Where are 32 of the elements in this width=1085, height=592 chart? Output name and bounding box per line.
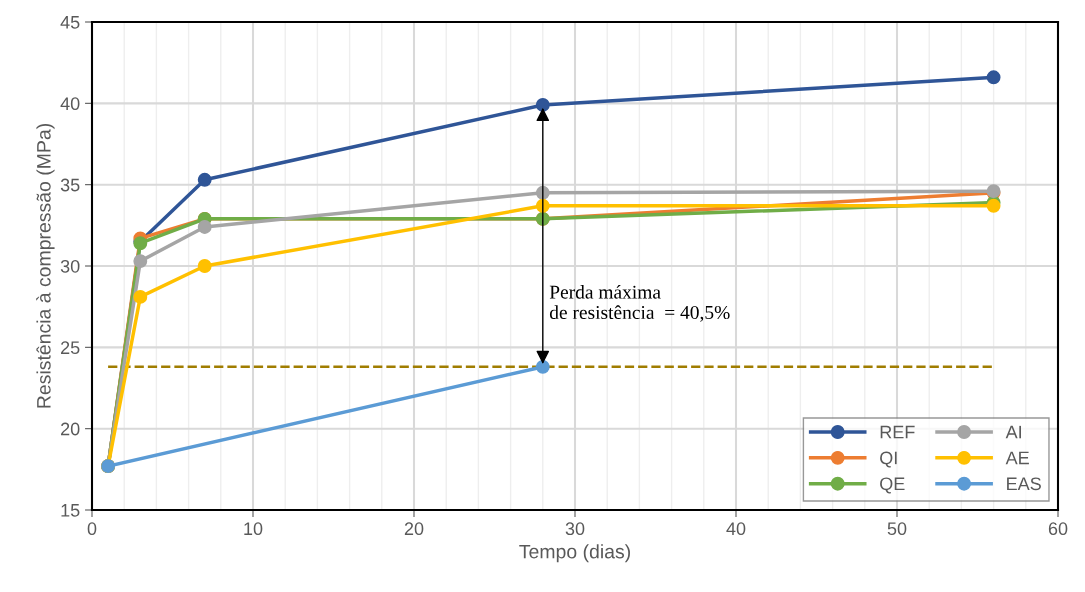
x-tick-label: 40 bbox=[726, 522, 746, 536]
annotation: Perda máxima de resistência = 40,5% bbox=[549, 284, 730, 322]
x-tick-label: 20 bbox=[404, 522, 424, 536]
point bbox=[535, 359, 550, 374]
point bbox=[197, 172, 212, 187]
point bbox=[197, 220, 212, 234]
legend-label: QE bbox=[880, 477, 905, 494]
x-tick-label: 10 bbox=[244, 522, 263, 536]
y-tick-label: 30 bbox=[60, 259, 80, 273]
point bbox=[197, 259, 212, 273]
legend-label: QI bbox=[880, 451, 897, 468]
y-tick-label: 45 bbox=[60, 16, 80, 29]
y-tick-label: 20 bbox=[61, 422, 80, 436]
x-tick-label: 0 bbox=[87, 522, 97, 536]
y-tick-label: 25 bbox=[61, 341, 80, 355]
y-axis-title: Resistência à compressão (MPa) bbox=[36, 124, 55, 408]
legend-label: AE bbox=[1005, 451, 1029, 465]
point bbox=[986, 70, 1001, 85]
point bbox=[535, 198, 550, 213]
legend-label: AI bbox=[1005, 425, 1022, 439]
y-tick-label: 40 bbox=[60, 97, 80, 111]
x-axis-title: Tempo (dias) bbox=[519, 544, 630, 563]
point bbox=[133, 254, 148, 269]
legend-label: REF bbox=[880, 425, 915, 439]
y-tick-label: 35 bbox=[60, 178, 80, 192]
x-tick-label: 30 bbox=[565, 522, 585, 536]
legend-label: EAS bbox=[1007, 477, 1041, 491]
x-tick-label: 50 bbox=[887, 522, 907, 536]
point bbox=[133, 289, 148, 304]
point bbox=[535, 98, 550, 112]
y-tick-label: 15 bbox=[61, 504, 80, 517]
x-tick-label: 60 bbox=[1048, 522, 1068, 536]
